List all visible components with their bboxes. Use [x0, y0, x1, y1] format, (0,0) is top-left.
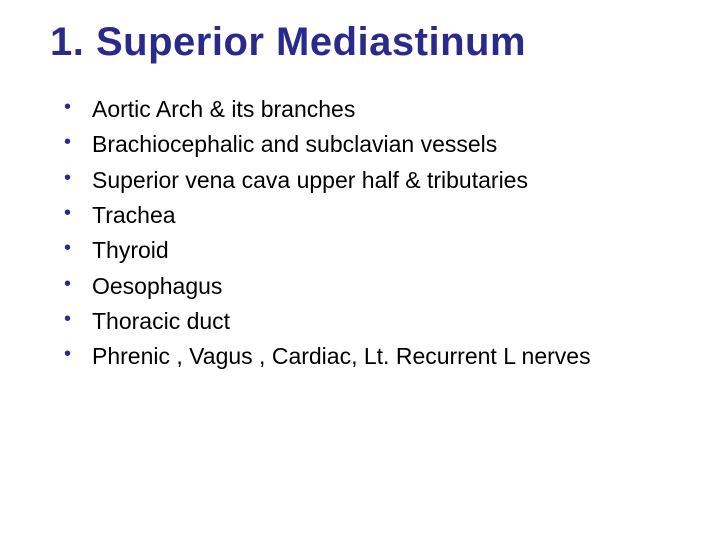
- list-item: Brachiocephalic and subclavian vessels: [92, 128, 680, 161]
- list-item: Trachea: [92, 199, 680, 232]
- list-item: Superior vena cava upper half & tributar…: [92, 164, 680, 197]
- list-item: Thyroid: [92, 234, 680, 267]
- list-item: Thoracic duct: [92, 305, 680, 338]
- slide-title: 1. Superior Mediastinum: [50, 20, 680, 65]
- list-item: Phrenic , Vagus , Cardiac, Lt. Recurrent…: [92, 340, 680, 373]
- list-item: Aortic Arch & its branches: [92, 93, 680, 126]
- content-list: Aortic Arch & its branches Brachiocephal…: [50, 93, 680, 374]
- list-item: Oesophagus: [92, 270, 680, 303]
